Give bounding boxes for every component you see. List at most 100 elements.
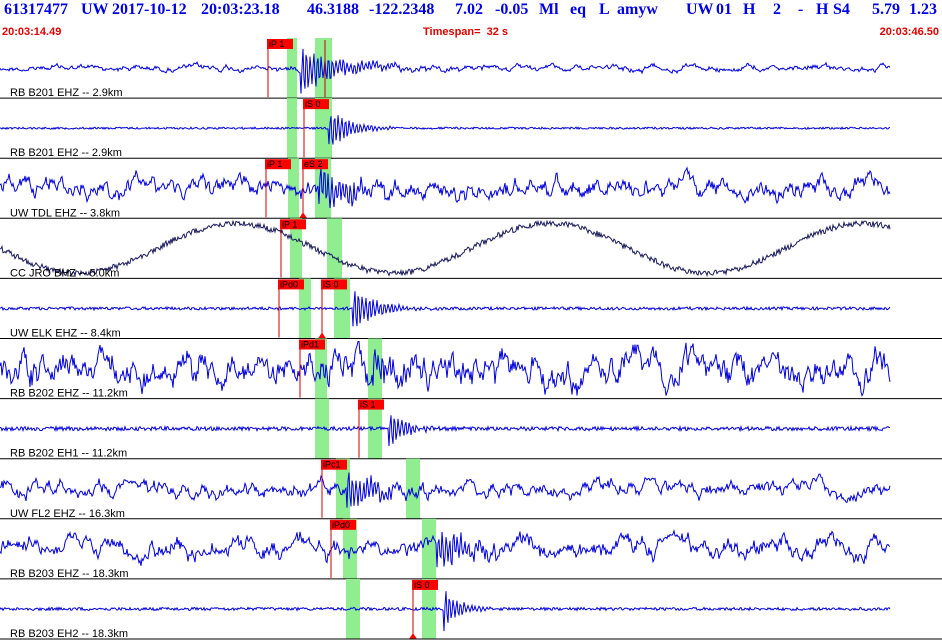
station-label: UW ELK EHZ -- 8.4km — [10, 328, 121, 340]
pick-window — [327, 218, 342, 279]
timespan-label: Timespan= 32 s — [423, 26, 508, 38]
waveform-trace — [0, 219, 891, 278]
event-quality-flag: H — [743, 1, 756, 18]
trace-row[interactable]: iP 1 RB B201 EHZ -- 2.9km — [0, 38, 942, 99]
pick-label: eS 2 — [304, 159, 323, 169]
pick-marker — [318, 332, 326, 339]
phase-pick[interactable]: iP 1 — [267, 39, 293, 98]
pick-window — [299, 278, 311, 339]
pick-label: iPc1 — [323, 460, 341, 470]
pick-label: iPd1 — [301, 340, 319, 350]
pick-window — [287, 98, 297, 159]
waveform-trace — [0, 166, 891, 209]
pick-window — [290, 218, 302, 279]
waveform-trace — [0, 115, 891, 145]
phase-pick[interactable]: iP 1 — [265, 159, 291, 218]
trace-row[interactable]: iP 1 eS 2 UW TDL EHZ -- 3.8km — [0, 158, 942, 219]
event-origin-time: 20:03:23.18 — [201, 1, 280, 18]
phase-pick[interactable]: iPd0 — [330, 519, 356, 578]
event-agency: UW — [686, 1, 714, 18]
station-label: UW TDL EHZ -- 3.8km — [10, 207, 120, 219]
event-mag-type: Ml — [539, 1, 559, 18]
pick-marker — [409, 633, 417, 639]
phase-pick[interactable]: iPd1 — [299, 339, 325, 398]
seismogram-panel[interactable]: iP 1 RB B201 EHZ -- 2.9km iS 0 RB B201 EH2 … — [0, 38, 942, 640]
phase-pick[interactable]: iS 0 — [318, 279, 347, 339]
station-label: UW FL2 EHZ -- 16.3km — [10, 508, 125, 520]
pick-label: iPd0 — [332, 520, 350, 530]
event-value-1: 5.79 — [872, 1, 900, 18]
event-analyst: amyw — [617, 1, 658, 18]
phase-pick[interactable]: eS 2 — [299, 159, 328, 219]
trace-row[interactable]: iPd0 RB B203 EHZ -- 18.3km — [0, 518, 942, 580]
pick-flag — [280, 219, 306, 230]
event-magnitude: -0.05 — [495, 1, 529, 18]
pick-label: iPd0 — [280, 279, 298, 289]
pick-flag — [321, 279, 347, 290]
phase-pick[interactable]: iPd0 — [278, 279, 304, 338]
waveform-trace — [0, 528, 891, 568]
station-label: RB B202 EHZ -- 11.2km — [10, 388, 128, 400]
trace-row[interactable]: iPc1 UW FL2 EHZ -- 16.3km — [0, 458, 942, 520]
pick-flag — [330, 519, 356, 530]
pick-flag — [265, 159, 291, 170]
event-type: eq — [570, 1, 586, 18]
event-longitude: -122.2348 — [369, 1, 435, 18]
event-date: 2017-10-12 — [112, 1, 187, 18]
pick-flag — [358, 399, 384, 410]
phase-pick[interactable]: iS 1 — [358, 399, 384, 458]
event-source-flag: H — [816, 1, 829, 18]
station-label: RB B201 EH2 -- 2.9km — [10, 147, 122, 159]
pick-label: iP 1 — [269, 39, 284, 49]
pick-flag — [303, 99, 329, 110]
pick-flag — [267, 39, 293, 49]
pick-window — [406, 458, 420, 519]
trace-row[interactable]: iP 1 CC JRO BHZ -- 5.0km — [0, 218, 942, 279]
event-location-flag: L — [599, 1, 610, 18]
trace-row[interactable]: iPd0 iS 0 UW ELK EHZ -- 8.4km — [0, 278, 942, 340]
phase-pick[interactable]: iPc1 — [321, 459, 347, 518]
station-label: RB B201 EHZ -- 2.9km — [10, 87, 122, 99]
time-start-label: 20:03:14.49 — [2, 26, 62, 38]
trace-row[interactable]: iS 1 RB B202 EH1 -- 11.2km — [0, 398, 942, 460]
trace-row[interactable]: iPd1 RB B202 EHZ -- 11.2km — [0, 338, 942, 400]
event-dash: - — [798, 1, 804, 18]
pick-flag — [321, 459, 347, 470]
pick-flag — [302, 159, 328, 170]
pick-label: iS 1 — [360, 400, 376, 410]
event-num-flag: 2 — [773, 1, 781, 18]
waveform-trace — [0, 341, 891, 397]
pick-label: iS 0 — [305, 99, 321, 109]
pick-window — [368, 398, 382, 459]
phase-pick[interactable]: iS 0 — [303, 99, 329, 158]
pick-window — [315, 38, 332, 99]
station-label: RB B203 EHZ -- 18.3km — [10, 568, 129, 580]
phase-pick[interactable]: iS 0 — [409, 579, 438, 639]
event-id: 61317477 — [4, 1, 68, 18]
event-latitude: 46.3188 — [307, 1, 359, 18]
station-label: CC JRO BHZ -- 5.0km — [10, 267, 119, 279]
waveform-trace — [0, 415, 891, 447]
event-network: UW — [81, 1, 109, 18]
event-value-2: 1.23 — [909, 1, 937, 18]
trace-row[interactable]: iS 0 RB B201 EH2 -- 2.9km — [0, 98, 942, 159]
station-label: RB B202 EH1 -- 11.2km — [10, 448, 127, 460]
pick-window — [368, 338, 382, 399]
trace-row[interactable]: iS 0 RB B203 EH2 -- 18.3km — [0, 578, 942, 640]
pick-flag — [278, 279, 304, 290]
time-end-label: 20:03:46.50 — [879, 26, 939, 38]
event-header: 61317477 UW 2017-10-12 20:03:23.18 46.31… — [0, 0, 942, 40]
event-depth: 7.02 — [455, 1, 483, 18]
timespan-prefix: Timespan= — [423, 26, 481, 38]
pick-label: iP 1 — [267, 159, 282, 169]
pick-marker — [299, 212, 307, 219]
waveform-trace — [0, 48, 891, 94]
phase-pick[interactable]: iP 1 — [280, 219, 306, 278]
timespan-value: 32 s — [486, 26, 508, 38]
waveform-trace — [0, 591, 891, 632]
station-label: RB B203 EH2 -- 18.3km — [10, 628, 128, 640]
waveform-trace — [0, 472, 891, 508]
pick-window — [422, 518, 436, 579]
pick-flag — [299, 339, 325, 350]
pick-flag — [412, 579, 438, 590]
